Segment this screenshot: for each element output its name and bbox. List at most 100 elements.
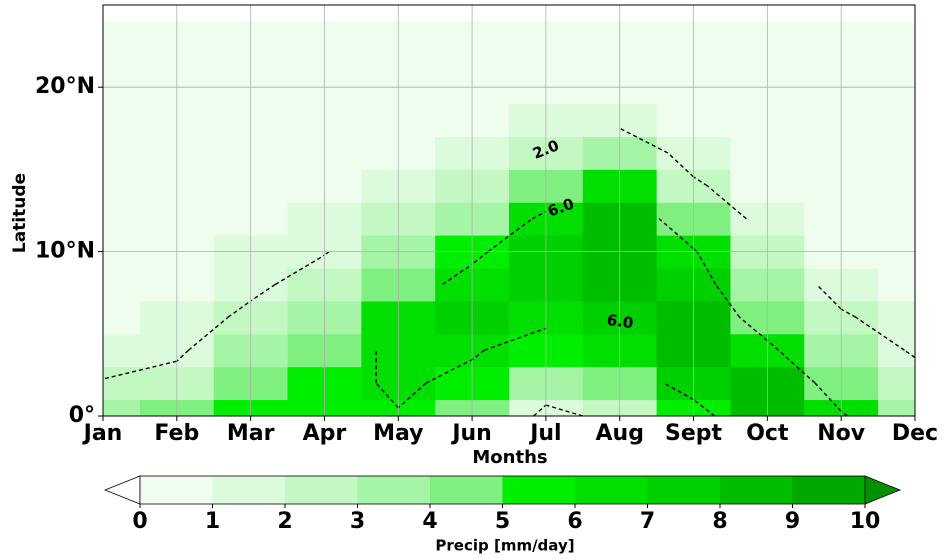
contour-cell: [103, 333, 141, 368]
colorbar-swatch: [285, 476, 358, 504]
contour-line: [274, 254, 325, 286]
contour-line: [693, 176, 708, 187]
y-tick-label: 0°: [69, 403, 95, 428]
colorbar-tick-label: 4: [422, 509, 437, 534]
colorbar-swatch: [140, 476, 213, 504]
x-tick-label: Mar: [227, 421, 275, 446]
contour-line: [693, 399, 716, 417]
contour-cell: [878, 136, 916, 170]
x-tick-label: Aug: [596, 421, 644, 446]
contour-line: [814, 382, 842, 412]
contour-line: [658, 218, 695, 250]
contour-line: [739, 316, 768, 342]
colorbar-tick-label: 7: [640, 509, 655, 534]
contour-cell: [878, 103, 916, 138]
contour-line: [442, 263, 473, 286]
contour-line: [188, 316, 229, 351]
contour-cell: [103, 399, 141, 417]
contour-cell: [878, 37, 916, 72]
x-tick-label: Nov: [817, 421, 866, 446]
contour-cell: [878, 333, 916, 368]
contour-cell: [878, 169, 916, 203]
colorbar-tick-label: 10: [850, 509, 881, 534]
contour-line: [227, 300, 252, 318]
x-tick-label: Jun: [450, 421, 492, 446]
contour-line: [250, 283, 276, 302]
contour-cell: [878, 399, 916, 417]
contour-cell: [103, 21, 141, 39]
contour-cell: [103, 202, 141, 236]
contour-line: [531, 210, 547, 220]
contour-line: [904, 349, 916, 359]
colorbar-over: [864, 475, 902, 505]
contour-line: [425, 359, 473, 384]
contour-cell: [103, 37, 141, 72]
x-tick-label: Dec: [892, 421, 938, 446]
y-tick-label: 20°N: [35, 74, 95, 99]
x-tick-label: Feb: [154, 421, 199, 446]
contour-line: [855, 316, 905, 351]
colorbar-tick-label: 1: [205, 509, 220, 534]
contour-cell: [878, 366, 916, 401]
contour-line: [693, 248, 698, 253]
contour-line: [375, 382, 399, 409]
contour-cell: [878, 202, 916, 236]
contour-line: [667, 152, 695, 178]
colorbar-swatch: [430, 476, 503, 504]
colorbar-label: Precip [mm/day]: [435, 537, 574, 555]
x-tick-label: Sept: [665, 421, 723, 446]
colorbar-tick-label: 6: [567, 509, 582, 534]
colorbar-tick-label: 8: [712, 509, 727, 534]
colorbar-swatch: [357, 476, 431, 504]
contour-label: 6.0: [606, 311, 635, 333]
colorbar-tick-label: 3: [350, 509, 365, 534]
contour-line: [102, 360, 177, 380]
contour-cell: [103, 103, 141, 138]
x-tick-label: May: [373, 421, 423, 446]
contour-cell: [103, 300, 141, 335]
colorbar-swatch: [212, 476, 286, 504]
contour-cell: [103, 366, 141, 401]
contour-cell: [103, 268, 141, 302]
colorbar-swatch: [502, 476, 576, 504]
contour-line: [471, 349, 485, 361]
colorbar-tick-label: 5: [495, 509, 510, 534]
contour-line: [176, 349, 189, 362]
contour-line: [696, 251, 717, 285]
contour-cell: [103, 136, 141, 170]
contour-cell: [878, 300, 916, 335]
colorbar-tick-label: 2: [277, 509, 292, 534]
contour-cell: [103, 169, 141, 203]
colorbar-swatch: [792, 476, 866, 504]
x-tick-label: Jul: [528, 421, 561, 446]
x-axis-label: Months: [472, 447, 547, 468]
contour-line: [766, 340, 780, 351]
contour-line: [471, 251, 489, 265]
contour-line: [840, 410, 848, 417]
colorbar-swatch: [647, 476, 721, 504]
y-axis-label: Latitude: [10, 173, 30, 253]
plot-frame: [102, 4, 916, 417]
contour-line: [533, 404, 547, 417]
contour-line: [487, 218, 533, 253]
contour-cell: [878, 268, 916, 302]
colorbar-swatch: [575, 476, 648, 504]
contour-line: [484, 327, 547, 351]
contour-line: [619, 127, 669, 154]
colorbar-tick-label: 9: [785, 509, 800, 534]
contour-line: [778, 349, 816, 384]
x-tick-label: Jan: [82, 421, 123, 446]
contour-line: [706, 185, 747, 220]
contour-cell: [878, 21, 916, 39]
contour-line: [397, 382, 427, 409]
colorbar-tick-label: 0: [132, 509, 147, 534]
contour-line: [840, 308, 857, 318]
contour-line: [816, 283, 842, 310]
y-tick-label: 10°N: [35, 239, 95, 264]
colorbar-swatch: [720, 476, 793, 504]
x-tick-label: Oct: [746, 421, 789, 446]
colorbar-under: [103, 475, 141, 505]
contour-line: [663, 382, 694, 401]
contour-line: [324, 251, 330, 256]
